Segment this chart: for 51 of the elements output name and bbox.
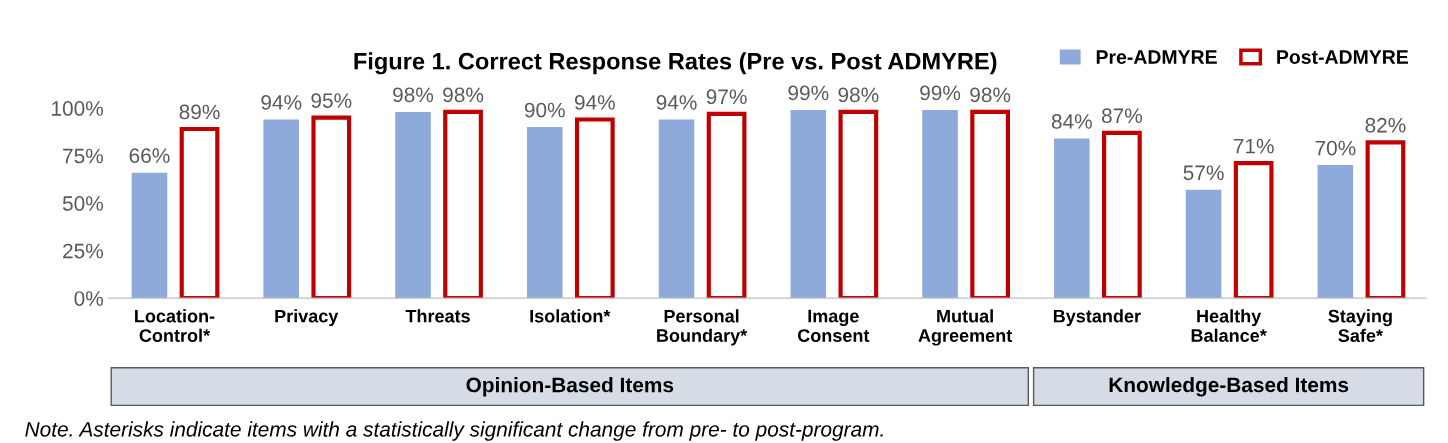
y-tick-label: 75% xyxy=(63,148,103,164)
data-label: 98% xyxy=(393,87,434,103)
data-label: 70% xyxy=(1315,140,1356,156)
x-tick-label: Bystander xyxy=(1053,309,1141,327)
data-label: 99% xyxy=(920,85,961,101)
data-label: 87% xyxy=(1101,108,1142,124)
bar xyxy=(658,119,695,299)
bar xyxy=(790,109,827,299)
chart-title: Figure 1. Correct Response Rates (Pre vs. Post ADMYRE) xyxy=(354,52,997,75)
data-label: 97% xyxy=(706,89,747,105)
bar xyxy=(395,111,431,299)
legend-label: Pre-ADMYRE xyxy=(1096,50,1217,64)
bar xyxy=(1317,165,1354,299)
x-tick-label: Threats xyxy=(405,309,470,323)
bar xyxy=(526,127,563,299)
y-tick-label: 0% xyxy=(74,291,103,306)
bar xyxy=(131,172,168,299)
text: Opinion-Based Items xyxy=(466,377,674,397)
bar xyxy=(1185,189,1222,299)
data-label: 94% xyxy=(574,95,615,110)
data-label: 98% xyxy=(838,87,879,103)
x-tick-label: Personal Boundary* xyxy=(657,309,748,346)
x-tick-label: Healthy Balance* xyxy=(1191,309,1267,342)
data-label: 84% xyxy=(1051,114,1092,129)
data-label: 57% xyxy=(1183,165,1224,181)
x-tick-label: Image Consent xyxy=(797,309,870,342)
x-tick-label: Privacy xyxy=(275,309,339,327)
data-label: 98% xyxy=(443,87,484,103)
x-tick-label: Mutual Agreement xyxy=(918,309,1013,346)
data-label: 95% xyxy=(311,93,352,108)
x-tick-label: Isolation* xyxy=(530,309,611,323)
data-label: 89% xyxy=(179,104,220,120)
bar xyxy=(1054,138,1090,299)
bar xyxy=(922,109,958,299)
legend-label: Post-ADMYRE xyxy=(1277,50,1409,64)
bar xyxy=(263,119,299,299)
x-tick-label: Location- Control* xyxy=(135,309,215,342)
data-label: 82% xyxy=(1365,117,1406,133)
data-label: 90% xyxy=(524,102,565,118)
text: Note. Asterisks indicate items with a statistically significant change from pre- to post-program. xyxy=(25,421,883,441)
data-label: 94% xyxy=(261,95,302,110)
y-tick-label: 25% xyxy=(63,243,103,259)
data-label: 71% xyxy=(1233,138,1274,154)
text: Knowledge-Based Items xyxy=(1109,376,1349,397)
data-label: 66% xyxy=(129,148,170,164)
data-label: 98% xyxy=(970,87,1011,103)
data-label: 99% xyxy=(788,85,829,101)
data-label: 94% xyxy=(656,95,697,110)
x-tick-label: Staying Safe* xyxy=(1328,309,1392,343)
y-tick-label: 100% xyxy=(52,101,103,116)
y-tick-label: 50% xyxy=(62,196,103,211)
